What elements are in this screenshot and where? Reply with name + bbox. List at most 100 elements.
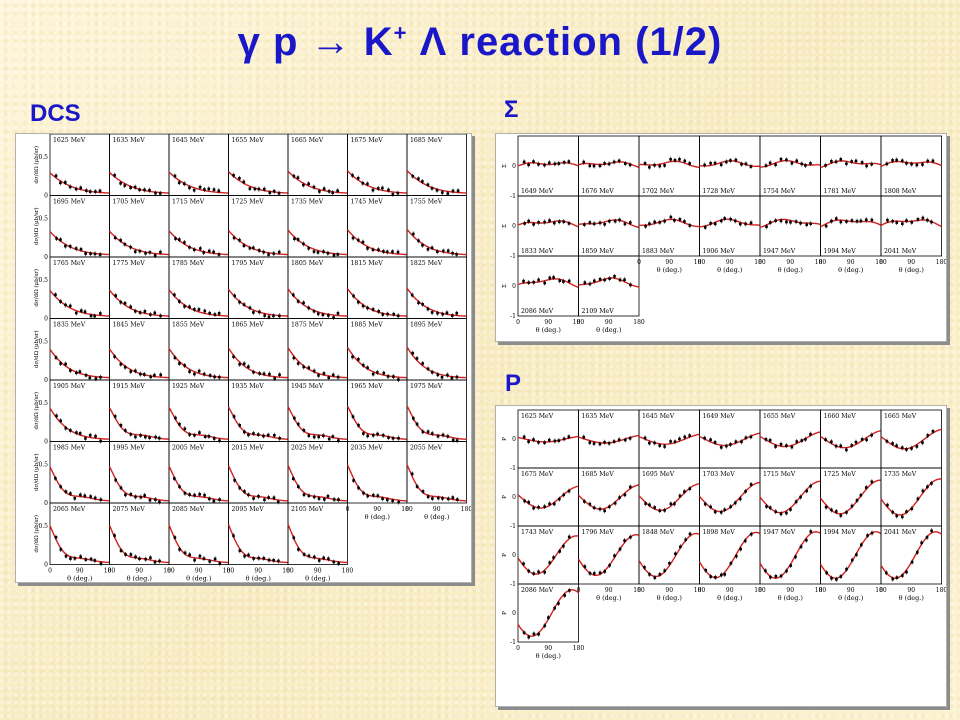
data-point [598, 277, 602, 281]
energy-label: 1796 MeV [582, 529, 615, 536]
data-point [683, 435, 687, 439]
x-tick-label: 0 [405, 506, 409, 513]
model-curve [517, 162, 579, 167]
data-point [765, 505, 768, 508]
subplot-36: 1995 MeV [108, 441, 170, 505]
data-point [598, 571, 602, 575]
data-point [864, 218, 868, 222]
data-point [663, 569, 667, 572]
subplot-frame [699, 195, 761, 257]
model-curve [227, 347, 288, 379]
subplot-frame [406, 441, 467, 504]
y-axis-label: dσ/dΩ (μb/sr) [33, 330, 40, 368]
data-point [277, 559, 280, 563]
data-point [188, 245, 191, 249]
subplot-2: 1645 MeV [168, 133, 229, 196]
data-point [252, 432, 255, 435]
data-point [68, 304, 72, 308]
data-point [648, 441, 651, 445]
data-point [598, 442, 602, 446]
data-point [188, 186, 191, 190]
data-point [316, 251, 320, 254]
x-tick-label: 180 [694, 259, 706, 266]
data-point [387, 436, 390, 440]
data-point [351, 415, 355, 419]
subplot-40: 2035 MeV 0 90 180 θ (deg.) [346, 441, 413, 521]
energy-label: 1795 MeV [232, 260, 265, 267]
x-tick-label: 180 [754, 587, 766, 594]
y-axis-label: Σ [502, 284, 508, 288]
data-point [830, 440, 833, 444]
energy-label: 2109 MeV [582, 308, 615, 315]
y-axis-label: dσ/dΩ (μb/sr) [33, 207, 40, 245]
data-point [153, 254, 157, 257]
data-point [302, 183, 305, 187]
data-point [183, 491, 187, 495]
data-point [440, 375, 444, 379]
data-point [733, 501, 737, 505]
data-point [99, 439, 102, 443]
x-tick-label: 180 [282, 568, 294, 575]
y-tick-label: 0 [512, 610, 516, 617]
data-point [845, 220, 848, 223]
subplot-frame [517, 135, 579, 197]
data-point [455, 253, 458, 256]
data-point [557, 162, 561, 165]
data-point [603, 440, 606, 444]
data-point [192, 188, 196, 192]
data-point [64, 362, 67, 366]
y-tick-label: 0 [44, 377, 48, 384]
model-curve [638, 532, 700, 578]
energy-label: 1649 MeV [521, 188, 554, 195]
data-point [242, 303, 246, 306]
data-point [144, 251, 147, 255]
data-point [859, 219, 863, 223]
data-point [93, 559, 97, 562]
subplot-43: 2075 MeV 0 90 180 θ (deg.) [108, 502, 175, 583]
data-point [603, 509, 606, 513]
data-point [688, 434, 691, 437]
energy-label: 1735 MeV [884, 471, 917, 478]
data-point [59, 548, 63, 551]
data-point [866, 534, 869, 537]
data-point [562, 437, 566, 441]
energy-label: 1905 MeV [53, 383, 86, 390]
energy-label: 1859 MeV [582, 248, 615, 255]
data-point [669, 502, 673, 506]
x-tick-label: 180 [694, 587, 706, 594]
y-tick-label: 0.5 [38, 277, 48, 284]
data-point [441, 497, 444, 500]
data-point [198, 492, 201, 496]
data-point [148, 188, 151, 192]
data-point [316, 312, 320, 316]
data-point [532, 438, 535, 441]
data-point [123, 184, 127, 187]
data-point [193, 372, 196, 376]
y-tick-label: 0 [512, 436, 516, 443]
data-point [688, 224, 692, 227]
data-point [860, 437, 864, 441]
data-point [931, 159, 935, 163]
data-point [74, 247, 78, 250]
subplot-34: 1975 MeV [406, 379, 467, 444]
data-point [143, 188, 146, 192]
data-point [262, 556, 266, 560]
data-point [208, 311, 211, 315]
data-point [592, 222, 596, 226]
data-point [138, 311, 142, 314]
data-point [703, 436, 706, 440]
data-point [618, 496, 621, 499]
data-point [451, 251, 454, 255]
data-point [603, 162, 606, 165]
data-point [850, 504, 854, 508]
data-point [387, 188, 390, 192]
x-tick-label: 90 [605, 587, 613, 594]
subplot-9: 1695 MeV [638, 467, 700, 527]
data-point [804, 438, 807, 441]
subplot-25: 1875 MeV [287, 318, 348, 381]
x-tick-label: 90 [907, 259, 915, 266]
data-point [588, 221, 592, 224]
data-point [252, 370, 255, 374]
data-point [332, 253, 336, 257]
model-curve [880, 531, 942, 579]
